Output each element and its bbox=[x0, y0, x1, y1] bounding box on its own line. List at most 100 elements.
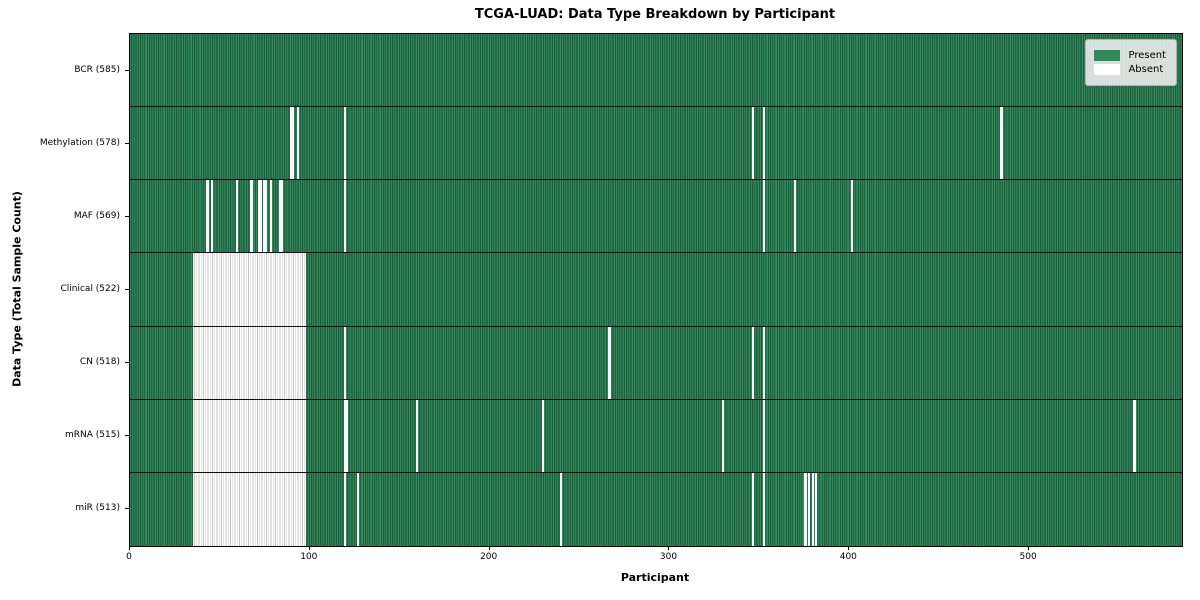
absent-stripe bbox=[264, 180, 268, 253]
y-tick bbox=[125, 435, 129, 437]
legend-label-absent: Absent bbox=[1128, 64, 1164, 75]
legend-item-absent: Absent bbox=[1094, 64, 1166, 75]
absent-stripe bbox=[263, 180, 266, 253]
y-axis-cell-miR: miR (513) bbox=[0, 472, 129, 545]
absent-stripe bbox=[279, 180, 282, 253]
legend-label-present: Present bbox=[1128, 50, 1166, 61]
absent-stripe bbox=[343, 399, 347, 472]
x-tick-label-300: 300 bbox=[659, 552, 678, 562]
y-tick bbox=[125, 288, 129, 290]
x-tick bbox=[308, 546, 310, 550]
heatmap-row-miR bbox=[130, 472, 1182, 546]
x-axis-label: Participant bbox=[620, 571, 690, 584]
absent-stripe bbox=[270, 180, 273, 253]
x-tick-label-200: 200 bbox=[480, 552, 498, 562]
absent-stripe bbox=[762, 472, 766, 546]
heatmap-row-Clinical bbox=[130, 253, 1182, 327]
y-tick-label-MAF: MAF (569) bbox=[73, 210, 120, 221]
absent-stripe bbox=[291, 107, 294, 180]
x-tick-label-100: 100 bbox=[300, 552, 318, 562]
x-tick-label-0: 0 bbox=[126, 552, 132, 562]
absent-stripe bbox=[290, 107, 293, 180]
heatmap-row-BCR bbox=[130, 34, 1182, 108]
x-axis: 0 100 200 300 400 500 bbox=[126, 546, 1181, 568]
x-tick bbox=[668, 546, 670, 550]
y-tick-label-Methylation: Methylation (578) bbox=[39, 137, 120, 148]
chart-title: TCGA-LUAD: Data Type Breakdown by Partic… bbox=[474, 7, 836, 22]
x-tick bbox=[1028, 546, 1030, 550]
y-tick-label-BCR: BCR (585) bbox=[74, 64, 120, 75]
heatmap-row-CN bbox=[130, 326, 1182, 400]
x-tick-label-400: 400 bbox=[839, 552, 857, 562]
y-axis-cell-MAF: MAF (569) bbox=[0, 179, 129, 252]
absent-stripe bbox=[811, 472, 814, 546]
y-tick-label-mRNA: mRNA (515) bbox=[65, 430, 120, 441]
x-tick bbox=[848, 546, 850, 550]
absent-stripe bbox=[559, 472, 562, 546]
absent-stripe bbox=[762, 107, 766, 180]
absent-block bbox=[192, 326, 307, 399]
y-tick-label-Clinical: Clinical (522) bbox=[60, 283, 120, 294]
absent-stripe bbox=[207, 180, 210, 253]
heatmap-plot-area: Present Absent bbox=[129, 33, 1183, 547]
absent-stripe bbox=[205, 180, 208, 253]
absent-swatch bbox=[1094, 64, 1121, 75]
heatmap-row-MAF bbox=[130, 180, 1182, 254]
y-tick bbox=[125, 508, 129, 510]
absent-stripe bbox=[752, 326, 755, 399]
absent-stripe bbox=[1000, 107, 1003, 180]
absent-stripe bbox=[236, 180, 239, 253]
y-axis-cell-mRNA: mRNA (515) bbox=[0, 399, 129, 472]
legend-item-present: Present bbox=[1094, 50, 1166, 61]
absent-stripe bbox=[762, 326, 766, 399]
absent-stripe bbox=[343, 326, 347, 399]
absent-stripe bbox=[807, 472, 811, 546]
absent-block bbox=[192, 253, 307, 326]
absent-stripe bbox=[356, 472, 359, 546]
absent-stripe bbox=[210, 180, 214, 253]
absent-stripe bbox=[343, 107, 347, 180]
absent-stripe bbox=[815, 472, 818, 546]
y-axis-cell-Methylation: Methylation (578) bbox=[0, 106, 129, 179]
absent-stripe bbox=[343, 472, 347, 546]
x-tick bbox=[129, 546, 130, 550]
heatmap-row-mRNA bbox=[130, 399, 1182, 473]
absent-stripe bbox=[1133, 399, 1136, 472]
absent-block bbox=[192, 472, 307, 546]
absent-stripe bbox=[793, 180, 796, 253]
absent-stripe bbox=[752, 472, 755, 546]
absent-stripe bbox=[297, 107, 300, 180]
y-axis: BCR (585) Methylation (578) MAF (569) Clini… bbox=[0, 33, 129, 545]
absent-stripe bbox=[343, 180, 347, 253]
x-tick-label-500: 500 bbox=[1019, 552, 1037, 562]
absent-stripe bbox=[259, 180, 262, 253]
x-tick bbox=[488, 546, 490, 550]
absent-block bbox=[192, 399, 307, 472]
y-axis-cell-Clinical: Clinical (522) bbox=[0, 252, 129, 325]
y-axis-cell-BCR: BCR (585) bbox=[0, 33, 129, 106]
absent-stripe bbox=[345, 399, 348, 472]
absent-stripe bbox=[804, 472, 807, 546]
absent-stripe bbox=[721, 399, 724, 472]
absent-stripe bbox=[762, 399, 766, 472]
y-tick bbox=[125, 362, 129, 364]
y-axis-cell-CN: CN (518) bbox=[0, 326, 129, 399]
absent-stripe bbox=[752, 107, 755, 180]
heatmap-row-Methylation bbox=[130, 107, 1182, 181]
y-tick-label-CN: CN (518) bbox=[79, 357, 120, 368]
absent-stripe bbox=[281, 180, 284, 253]
absent-stripe bbox=[851, 180, 854, 253]
absent-stripe bbox=[762, 180, 766, 253]
y-tick bbox=[125, 69, 129, 71]
absent-stripe bbox=[257, 180, 260, 253]
absent-stripe bbox=[608, 326, 611, 399]
present-swatch bbox=[1094, 50, 1121, 61]
absent-stripe bbox=[415, 399, 419, 472]
legend: Present Absent bbox=[1085, 39, 1177, 86]
y-tick bbox=[125, 215, 129, 217]
absent-stripe bbox=[250, 180, 253, 253]
y-tick-label-miR: miR (513) bbox=[75, 503, 120, 514]
absent-stripe bbox=[541, 399, 544, 472]
y-tick bbox=[125, 142, 129, 144]
